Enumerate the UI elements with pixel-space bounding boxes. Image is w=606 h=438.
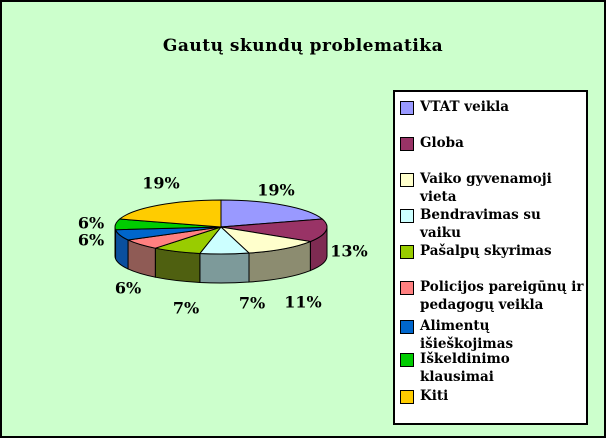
slice-label-pašalpų-skyrimas: 7% [173,299,199,318]
pie-slice-vtat-veikla [220,199,324,228]
legend-item-bendravimas-su-vaiku: Bendravimas su vaiku [400,206,584,242]
legend-swatch-vaiko-gyvenamoji-vieta [400,173,414,187]
legend-item-label: Pašalpų skyrimas [420,243,552,259]
legend-item-label: Iškeldinimo klausimai [420,351,510,385]
legend-swatch-iškeldinimo-klausimai [400,353,414,367]
chart-legend: VTAT veikla Globa Vaiko gyvenamoji vieta Be… [393,90,588,425]
pie-slice-side-bendravimas-su-vaiku [199,252,250,284]
legend-item-label: Kiti [420,388,449,404]
legend-item-globa: Globa [400,134,584,152]
legend-item-label: VTAT veikla [420,99,510,115]
slice-label-alimentų-išieškojimas: 6% [78,231,104,250]
pie-slice-kiti [118,199,222,228]
legend-item-iškeldinimo-klausimai: Iškeldinimo klausimai [400,350,584,386]
legend-item-alimentų-išieškojimas: Alimentų išieškojimas [400,317,584,353]
slice-label-globa: 13% [330,242,367,261]
legend-swatch-bendravimas-su-vaiku [400,209,414,223]
slice-label-kiti: 19% [142,174,179,193]
slice-label-vtat-veikla: 19% [257,181,294,200]
pie-slice-vaiko-gyvenamoji-vieta [219,226,313,254]
legend-swatch-pašalpų-skyrimas [400,245,414,259]
legend-item-kiti: Kiti [400,387,584,405]
legend-swatch-vtat-veikla [400,101,414,115]
legend-item-label: Bendravimas su vaiku [420,207,541,241]
legend-item-pašalpų-skyrimas: Pašalpų skyrimas [400,242,584,260]
legend-item-policijos-pareigūnų-ir-pedagogų-veikla: Policijos pareigūnų ir pedagogų veikla [400,278,584,314]
pie-slice-side-iškeldinimo-klausimai [114,226,117,259]
slice-label-iškeldinimo-klausimai: 6% [78,214,104,233]
slice-label-bendravimas-su-vaiku: 7% [239,294,265,313]
legend-swatch-policijos-pareigūnų-ir-pedagogų-veikla [400,281,414,295]
legend-item-label: Policijos pareigūnų ir pedagogų veikla [420,279,584,313]
pie-slice-globa [220,218,328,243]
legend-swatch-alimentų-išieškojimas [400,320,414,334]
legend-item-label: Vaiko gyvenamoji vieta [420,171,552,205]
legend-item-vtat-veikla: VTAT veikla [400,98,584,116]
legend-swatch-kiti [400,390,414,404]
slice-label-vaiko-gyvenamoji-vieta: 11% [284,293,321,312]
chart-title: Gautų skundų problematika [162,36,444,56]
legend-item-label: Alimentų išieškojimas [420,318,514,352]
slice-label-policijos-pareigūnų-ir-pedagogų-veikla: 6% [115,279,141,298]
legend-swatch-globa [400,137,414,151]
legend-item-vaiko-gyvenamoji-vieta: Vaiko gyvenamoji vieta [400,170,584,206]
legend-item-label: Globa [420,135,464,151]
